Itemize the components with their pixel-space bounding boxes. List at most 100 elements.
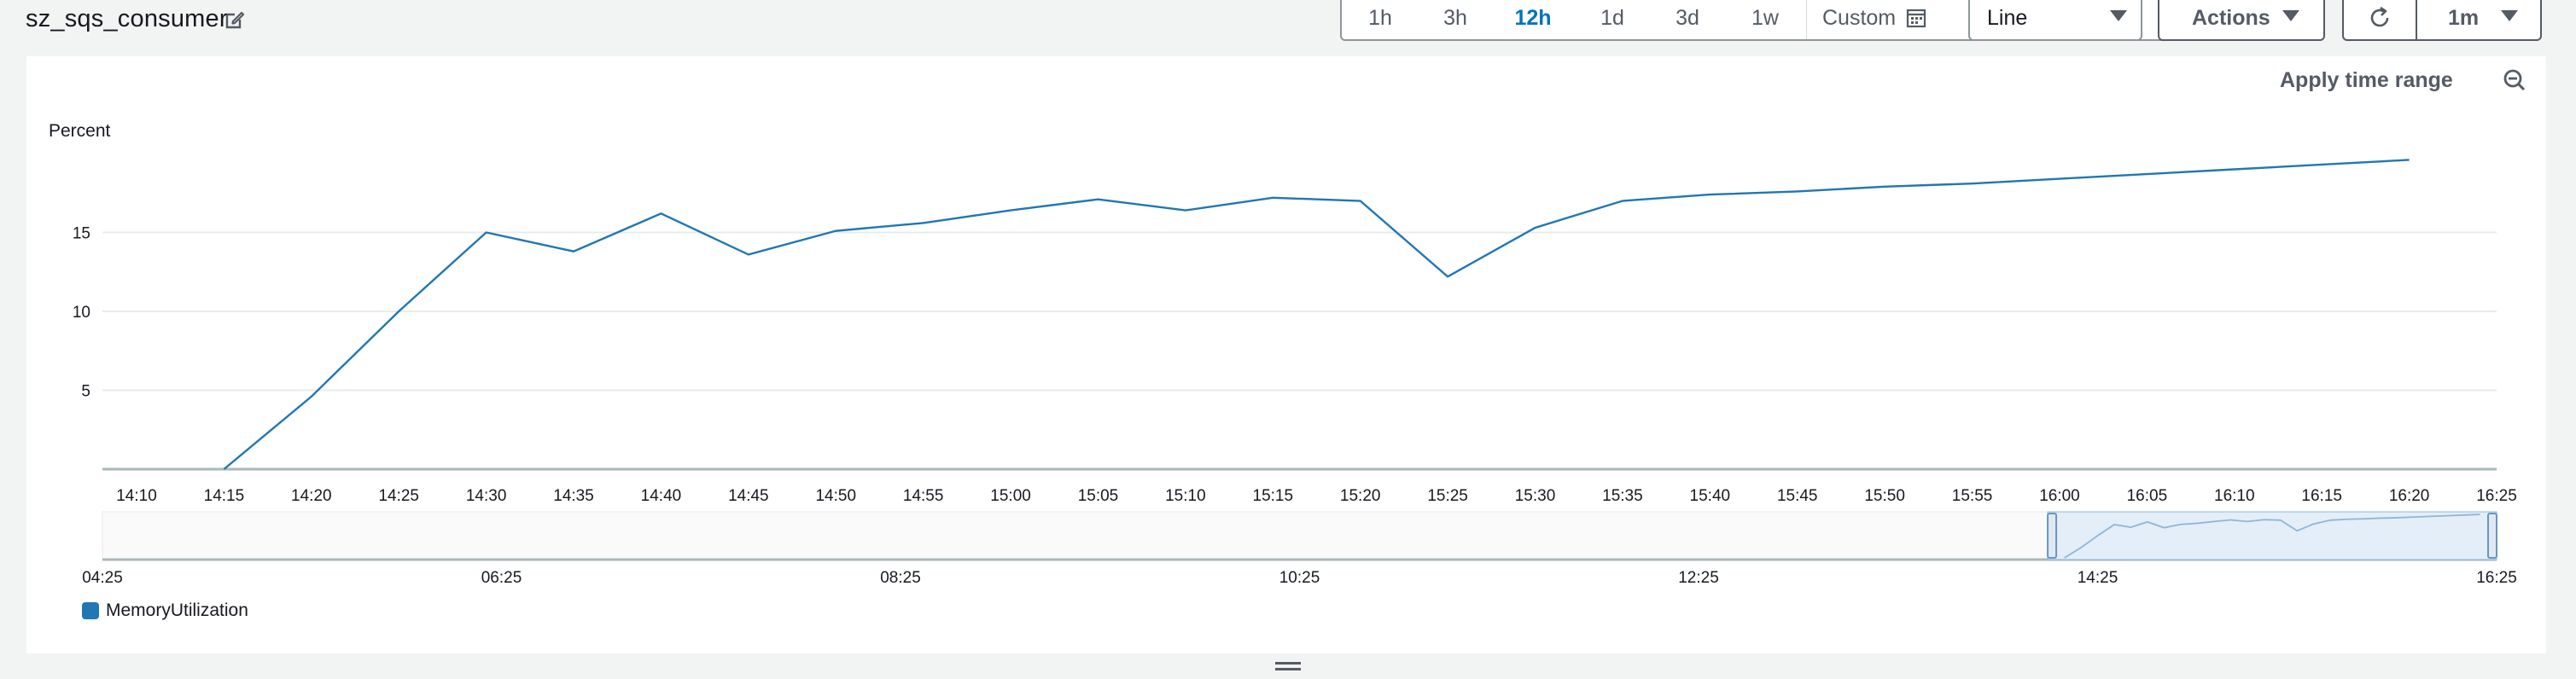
apply-time-range-button[interactable]: Apply time range	[2280, 68, 2453, 92]
x-tick-label: 16:05	[2127, 487, 2168, 505]
x-tick-label: 15:05	[1078, 487, 1119, 505]
x-tick-label: 15:30	[1515, 487, 1556, 505]
overview-tick-label: 16:25	[2476, 569, 2517, 587]
overview-selection-handle[interactable]	[2487, 513, 2497, 559]
data-point[interactable]	[1006, 206, 1015, 215]
overview-selection-handle[interactable]	[2047, 513, 2058, 559]
refresh-interval-label: 1m	[2448, 5, 2480, 30]
time-range-1h[interactable]: 1h	[1368, 5, 1392, 30]
data-point[interactable]	[1618, 197, 1627, 206]
x-tick-label: 16:00	[2039, 487, 2080, 505]
data-point[interactable]	[219, 465, 228, 473]
view-type-value: Line	[1987, 5, 2028, 30]
legend-swatch	[82, 602, 99, 619]
x-tick-label: 14:15	[204, 487, 245, 505]
data-point[interactable]	[2142, 170, 2151, 178]
x-tick-label: 16:25	[2476, 487, 2517, 505]
overview-tick-label: 12:25	[1678, 569, 1719, 587]
chevron-down-icon	[2501, 10, 2518, 21]
data-point[interactable]	[2405, 155, 2414, 164]
x-tick-label: 15:45	[1777, 487, 1818, 505]
data-point[interactable]	[1793, 187, 1802, 195]
x-tick-label: 15:00	[990, 487, 1031, 505]
x-tick-label: 15:50	[1864, 487, 1905, 505]
x-tick-label: 15:55	[1952, 487, 1993, 505]
legend-label: MemoryUtilization	[106, 601, 248, 620]
data-point[interactable]	[1443, 272, 1452, 281]
x-tick-label: 15:40	[1690, 487, 1731, 505]
legend-item-memoryutilization[interactable]: MemoryUtilization	[82, 601, 248, 621]
data-point[interactable]	[1093, 195, 1102, 204]
overview-series-line	[2064, 514, 2480, 559]
data-point[interactable]	[919, 218, 928, 227]
data-point[interactable]	[394, 307, 403, 316]
time-range-custom[interactable]: Custom	[1806, 0, 1942, 39]
refresh-icon	[2370, 6, 2389, 27]
y-tick-label: 10	[73, 304, 90, 322]
y-axis-label: Percent	[49, 121, 111, 141]
x-tick-label: 15:10	[1165, 487, 1206, 505]
x-tick-label: 16:15	[2301, 487, 2342, 505]
memory-utilization-chart[interactable]: 5 10 15 14:10 14:15 14:20 14:25 14:30 14:35 14:40…	[0, 0, 2576, 597]
x-tick-label: 15:20	[1340, 487, 1381, 505]
widget-toolbar: sz_sqs_consumer 1h 3h 12h 1d 3d 1w Custom Line…	[0, 0, 2576, 49]
data-point[interactable]	[307, 392, 316, 401]
time-range-12h[interactable]: 12h	[1514, 5, 1552, 30]
actions-label: Actions	[2192, 5, 2270, 30]
x-tick-label: 14:50	[815, 487, 856, 505]
overview-tick-label: 10:25	[1279, 569, 1320, 587]
widget-title: sz_sqs_consumer	[26, 5, 228, 32]
x-tick-label: 14:25	[378, 487, 419, 505]
data-point[interactable]	[1181, 206, 1190, 215]
overview-tick-label: 06:25	[481, 569, 522, 587]
x-tick-label: 14:30	[466, 487, 507, 505]
overview-tick-label: 04:25	[82, 569, 123, 587]
x-tick-label: 14:55	[903, 487, 944, 505]
x-tick-label: 16:10	[2214, 487, 2255, 505]
x-tick-label: 15:25	[1427, 487, 1468, 505]
data-point[interactable]	[569, 247, 578, 256]
edit-icon[interactable]	[224, 9, 246, 31]
data-point[interactable]	[2055, 175, 2064, 183]
x-tick-label: 14:40	[641, 487, 682, 505]
refresh-button[interactable]	[2342, 0, 2416, 41]
x-tick-label: 15:35	[1602, 487, 1643, 505]
data-point[interactable]	[1705, 190, 1714, 199]
x-tick-label: 16:20	[2389, 487, 2430, 505]
refresh-interval-button[interactable]: 1m	[2416, 0, 2542, 41]
x-tick-label: 14:45	[728, 487, 769, 505]
time-range-3h[interactable]: 3h	[1443, 5, 1467, 30]
view-type-select[interactable]: Line	[1968, 0, 2142, 41]
data-point[interactable]	[831, 227, 840, 235]
resize-handle-icon[interactable]	[1275, 659, 1301, 676]
time-range-1w[interactable]: 1w	[1751, 5, 1779, 30]
zoom-out-icon[interactable]	[2503, 68, 2526, 92]
y-tick-label: 15	[73, 225, 90, 243]
data-point[interactable]	[1968, 179, 1977, 188]
overview-selection[interactable]	[2047, 511, 2497, 560]
custom-label: Custom	[1822, 5, 1897, 30]
chevron-down-icon	[2110, 10, 2127, 21]
x-tick-label: 15:15	[1253, 487, 1294, 505]
data-point[interactable]	[744, 250, 753, 258]
chevron-down-icon	[2282, 10, 2299, 21]
data-point[interactable]	[1356, 197, 1365, 206]
data-point[interactable]	[1880, 183, 1889, 191]
data-point[interactable]	[2230, 165, 2239, 174]
x-tick-label: 14:10	[116, 487, 157, 505]
x-tick-label: 14:35	[553, 487, 594, 505]
overview-tick-label: 14:25	[2078, 569, 2118, 587]
data-point[interactable]	[1531, 223, 1540, 232]
data-point[interactable]	[1268, 194, 1277, 202]
series-line-memoryutilization[interactable]	[223, 159, 2410, 470]
data-point[interactable]	[656, 209, 665, 218]
x-tick-label: 14:20	[291, 487, 332, 505]
time-range-3d[interactable]: 3d	[1676, 5, 1699, 30]
y-tick-label: 5	[81, 383, 90, 401]
data-point[interactable]	[482, 229, 491, 237]
calendar-icon	[1907, 9, 1926, 28]
actions-button[interactable]: Actions	[2158, 0, 2325, 41]
overview-tick-label: 08:25	[880, 569, 921, 587]
time-range-1d[interactable]: 1d	[1600, 5, 1624, 30]
data-point[interactable]	[2317, 160, 2326, 169]
